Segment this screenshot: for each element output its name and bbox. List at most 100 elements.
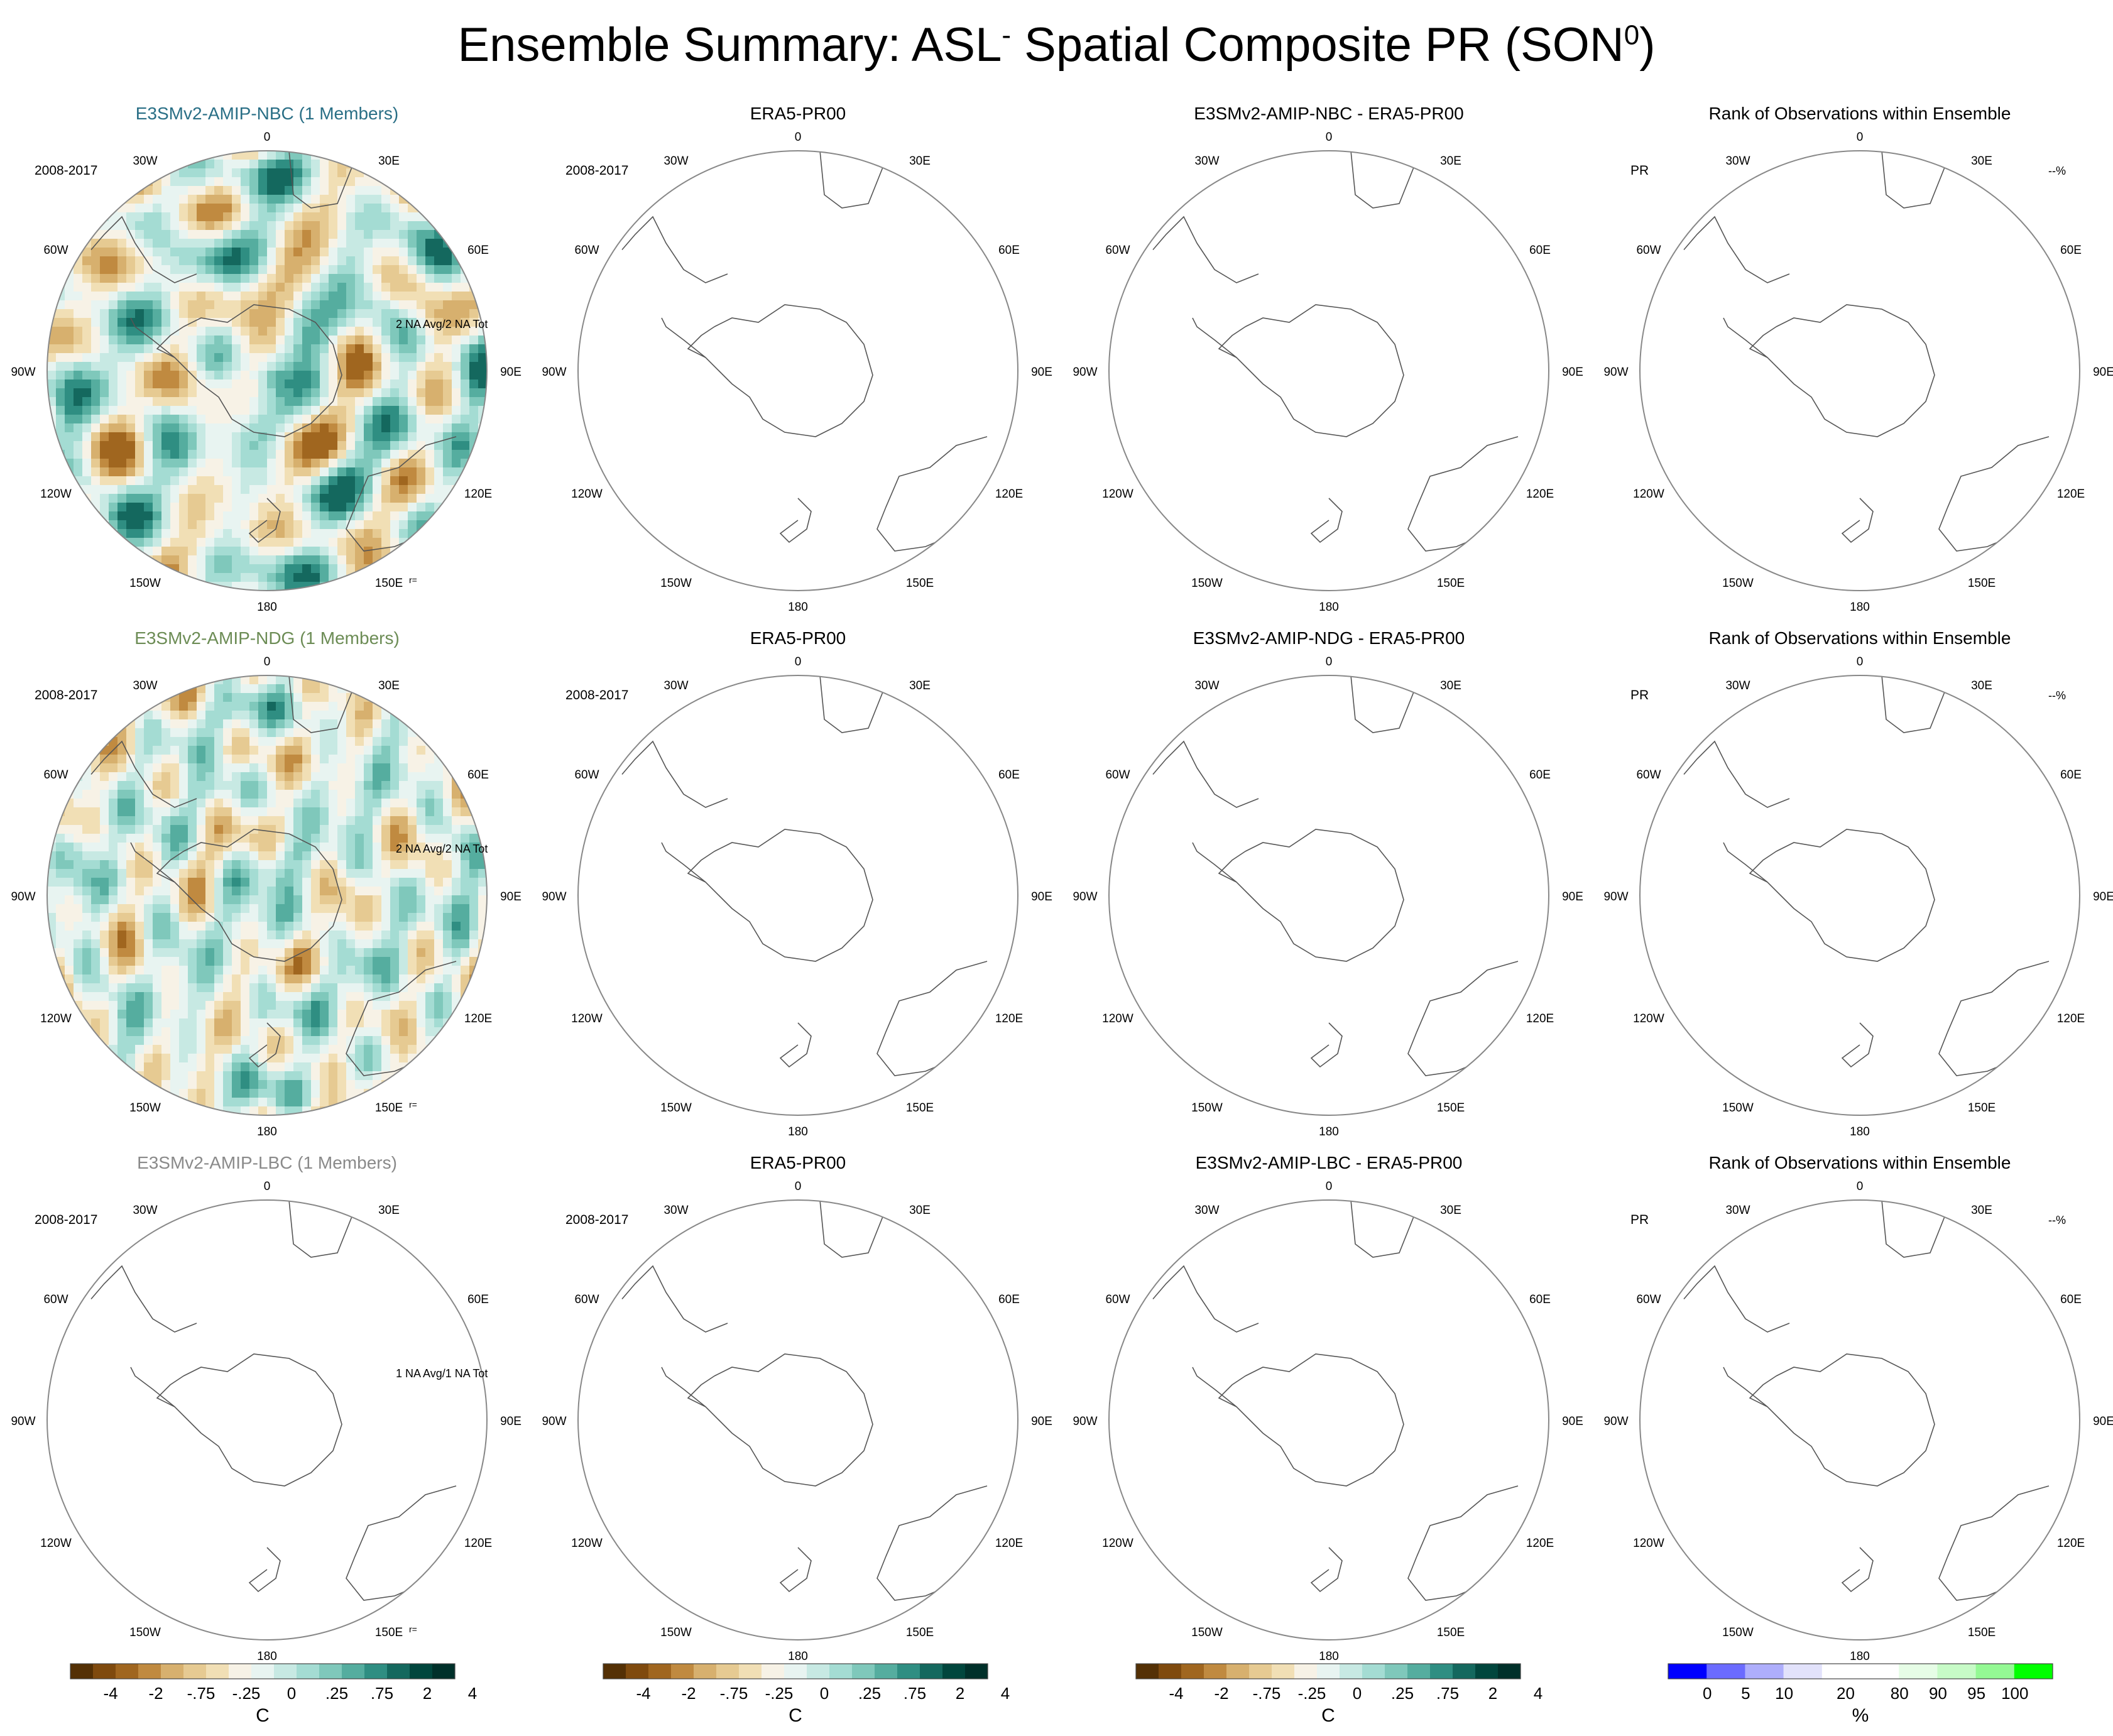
field-cell (135, 887, 145, 896)
field-cell (91, 177, 101, 187)
field-cell (188, 1027, 197, 1037)
field-cell (65, 327, 74, 336)
field-cell (469, 781, 479, 790)
field-cell (179, 300, 188, 310)
field-cell (478, 511, 488, 521)
field-cell (65, 922, 74, 931)
field-cell (434, 974, 444, 984)
field-cell (179, 746, 188, 755)
field-cell (126, 957, 136, 966)
field-cell (197, 151, 206, 160)
field-cell (461, 177, 470, 187)
field-cell (249, 711, 259, 720)
field-cell (355, 344, 364, 354)
field-cell (170, 860, 180, 870)
field-cell (417, 746, 426, 755)
field-cell (373, 371, 382, 380)
field-cell (91, 702, 101, 711)
field-cell (478, 1045, 488, 1054)
field-cell (285, 772, 294, 782)
field-cell (276, 913, 285, 922)
field-cell (74, 353, 83, 363)
field-cell (65, 913, 74, 922)
field-cell (417, 755, 426, 764)
field-cell (425, 344, 435, 354)
field-cell (417, 573, 426, 582)
field-cell (197, 555, 206, 565)
field-cell (100, 388, 109, 398)
field-cell (197, 582, 206, 591)
field-cell (452, 922, 461, 931)
field-cell (329, 1036, 338, 1045)
field-cell (469, 737, 479, 746)
field-cell (91, 675, 101, 685)
field-cell (381, 834, 391, 843)
field-cell (47, 371, 57, 380)
field-cell (223, 379, 232, 389)
field-cell (100, 494, 109, 503)
field-cell (56, 151, 65, 160)
field-cell (364, 675, 373, 685)
field-cell (399, 702, 408, 711)
field-cell (241, 406, 250, 415)
field-cell (74, 283, 83, 292)
field-cell (126, 248, 136, 257)
field-cell (452, 931, 461, 940)
field-cell (258, 151, 268, 160)
field-cell (267, 265, 276, 275)
field-cell (82, 825, 92, 834)
field-cell (337, 843, 347, 852)
field-cell (65, 538, 74, 547)
field-cell (443, 529, 452, 538)
field-cell (390, 362, 400, 371)
field-cell (381, 1036, 391, 1045)
field-cell (179, 939, 188, 949)
field-cell (117, 230, 127, 239)
field-cell (117, 300, 127, 310)
field-cell (267, 755, 276, 764)
field-cell (161, 467, 171, 477)
field-cell (82, 344, 92, 354)
field-cell (91, 371, 101, 380)
field-cell (320, 327, 329, 336)
field-cell (267, 904, 276, 914)
field-cell (390, 221, 400, 231)
field-cell (311, 168, 320, 178)
field-cell (82, 441, 92, 450)
field-cell (417, 432, 426, 442)
field-cell (74, 292, 83, 301)
field-cell (399, 974, 408, 984)
field-cell (74, 755, 83, 764)
field-cell (249, 564, 259, 574)
field-cell (337, 336, 347, 345)
field-cell (443, 573, 452, 582)
field-cell (126, 869, 136, 878)
field-cell (170, 895, 180, 905)
field-cell (214, 711, 224, 720)
field-cell (241, 511, 250, 521)
field-cell (188, 362, 197, 371)
coastline (1750, 305, 1935, 437)
field-cell (258, 406, 268, 415)
field-cell (381, 702, 391, 711)
field-cell (434, 702, 444, 711)
field-cell (285, 212, 294, 222)
field-cell (258, 547, 268, 556)
field-cell (311, 1027, 320, 1037)
field-cell (188, 702, 197, 711)
field-cell (364, 790, 373, 799)
field-cell (320, 869, 329, 878)
field-cell (214, 168, 224, 178)
field-cell (91, 212, 101, 222)
field-cell (74, 415, 83, 424)
field-cell (329, 212, 338, 222)
field-cell (82, 221, 92, 231)
field-cell (117, 1010, 127, 1019)
field-cell (355, 450, 364, 459)
field-cell (65, 807, 74, 817)
field-cell (170, 834, 180, 843)
field-cell (293, 160, 303, 169)
field-cell (109, 168, 118, 178)
field-cell (100, 212, 109, 222)
field-cell (478, 503, 488, 512)
